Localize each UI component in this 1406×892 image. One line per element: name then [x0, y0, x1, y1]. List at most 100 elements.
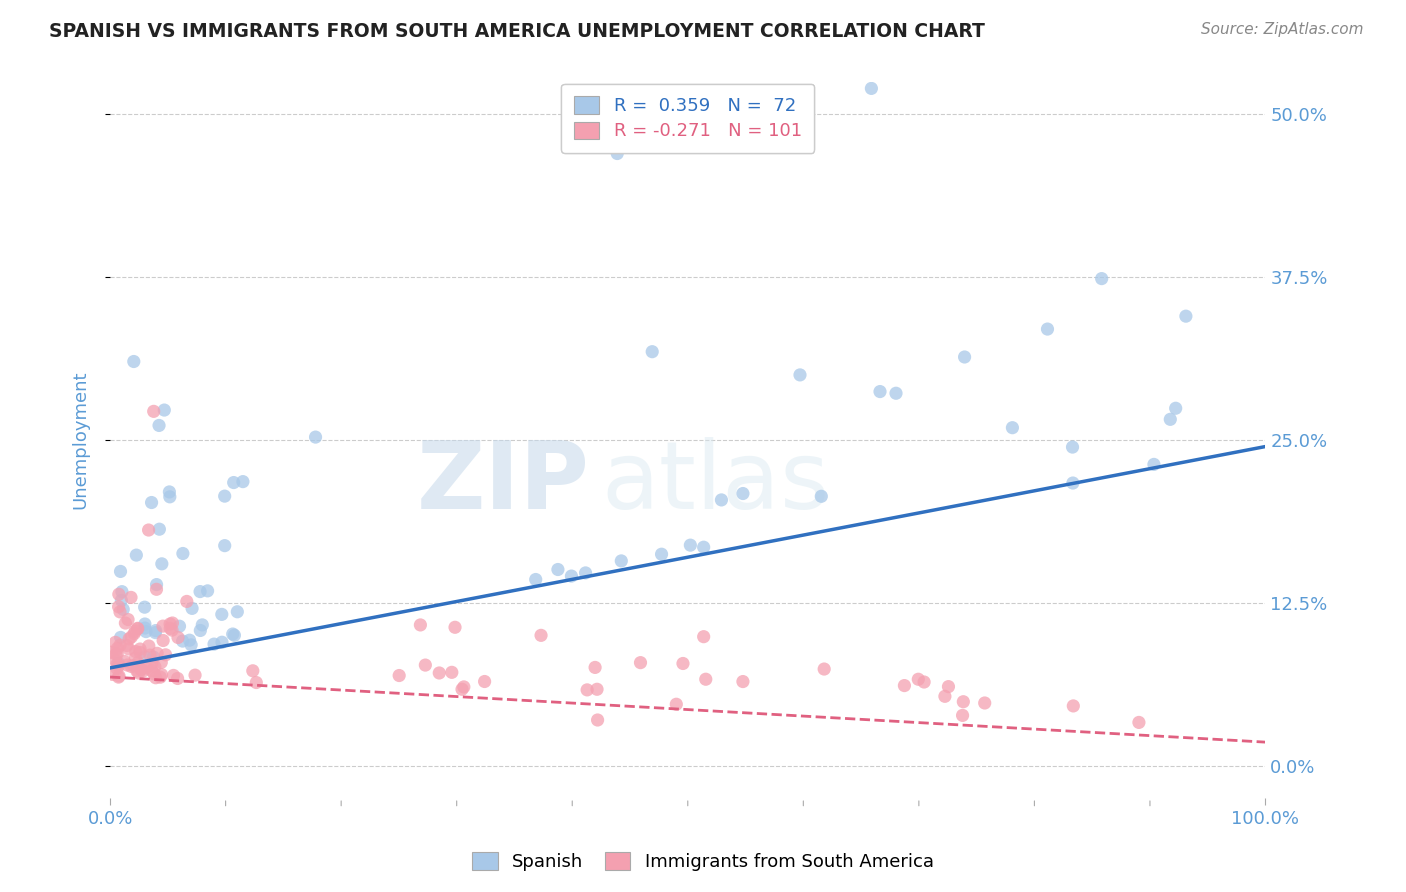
Point	[938, 680, 960, 694]
Point	[127, 656, 149, 670]
Point	[125, 645, 148, 659]
Point	[125, 548, 148, 562]
Point	[110, 593, 132, 607]
Point	[104, 635, 127, 649]
Point	[149, 670, 172, 684]
Point	[104, 654, 127, 668]
Point	[114, 615, 136, 630]
Point	[125, 664, 148, 678]
Point	[884, 386, 907, 401]
Point	[107, 656, 129, 670]
Point	[157, 484, 180, 499]
Point	[127, 622, 149, 636]
Point	[159, 617, 181, 632]
Point	[143, 666, 166, 681]
Point	[112, 602, 135, 616]
Point	[132, 664, 155, 678]
Point	[576, 682, 599, 697]
Legend: Spanish, Immigrants from South America: Spanish, Immigrants from South America	[465, 846, 941, 879]
Point	[118, 632, 141, 646]
Point	[118, 642, 141, 657]
Point	[105, 661, 128, 675]
Point	[110, 565, 132, 579]
Y-axis label: Unemployment: Unemployment	[72, 371, 89, 509]
Point	[172, 634, 194, 648]
Point	[124, 651, 146, 665]
Point	[641, 344, 664, 359]
Point	[142, 650, 165, 665]
Point	[150, 656, 173, 670]
Text: atlas: atlas	[602, 437, 830, 529]
Point	[129, 642, 152, 657]
Point	[160, 623, 183, 637]
Point	[176, 594, 198, 608]
Point	[122, 354, 145, 368]
Point	[135, 661, 157, 675]
Point	[162, 615, 184, 630]
Point	[184, 668, 207, 682]
Point	[672, 657, 695, 671]
Point	[197, 583, 219, 598]
Point	[162, 668, 184, 682]
Point	[108, 587, 131, 601]
Point	[952, 708, 974, 723]
Point	[148, 522, 170, 536]
Point	[427, 665, 450, 680]
Point	[139, 648, 162, 662]
Point	[105, 647, 128, 661]
Point	[415, 658, 437, 673]
Point	[120, 659, 142, 673]
Point	[651, 547, 673, 561]
Point	[167, 631, 190, 645]
Point	[214, 489, 236, 503]
Point	[530, 628, 553, 642]
Point	[108, 638, 131, 652]
Point	[214, 539, 236, 553]
Point	[304, 430, 326, 444]
Point	[606, 146, 628, 161]
Point	[138, 523, 160, 537]
Point	[860, 81, 883, 95]
Point	[127, 621, 149, 635]
Point	[134, 649, 156, 664]
Point	[188, 624, 211, 638]
Point	[134, 617, 156, 632]
Point	[110, 631, 132, 645]
Point	[789, 368, 811, 382]
Point	[952, 695, 974, 709]
Point	[1036, 322, 1059, 336]
Point	[159, 621, 181, 635]
Point	[100, 645, 122, 659]
Point	[453, 680, 475, 694]
Point	[141, 664, 163, 678]
Point	[953, 350, 976, 364]
Point	[112, 654, 135, 668]
Point	[224, 628, 246, 642]
Point	[474, 674, 496, 689]
Point	[710, 492, 733, 507]
Point	[222, 627, 245, 641]
Point	[679, 538, 702, 552]
Point	[211, 607, 233, 622]
Point	[108, 605, 131, 619]
Point	[135, 624, 157, 639]
Point	[1062, 476, 1084, 491]
Point	[105, 641, 128, 656]
Point	[104, 647, 127, 661]
Text: ZIP: ZIP	[416, 437, 589, 529]
Point	[1164, 401, 1187, 416]
Point	[1159, 412, 1181, 426]
Point	[692, 630, 714, 644]
Point	[108, 669, 131, 683]
Point	[134, 600, 156, 615]
Point	[451, 682, 474, 697]
Point	[222, 475, 245, 490]
Point	[143, 659, 166, 673]
Point	[810, 489, 832, 503]
Point	[583, 660, 606, 674]
Point	[107, 670, 129, 684]
Point	[150, 667, 173, 681]
Point	[191, 618, 214, 632]
Point	[907, 673, 929, 687]
Point	[813, 662, 835, 676]
